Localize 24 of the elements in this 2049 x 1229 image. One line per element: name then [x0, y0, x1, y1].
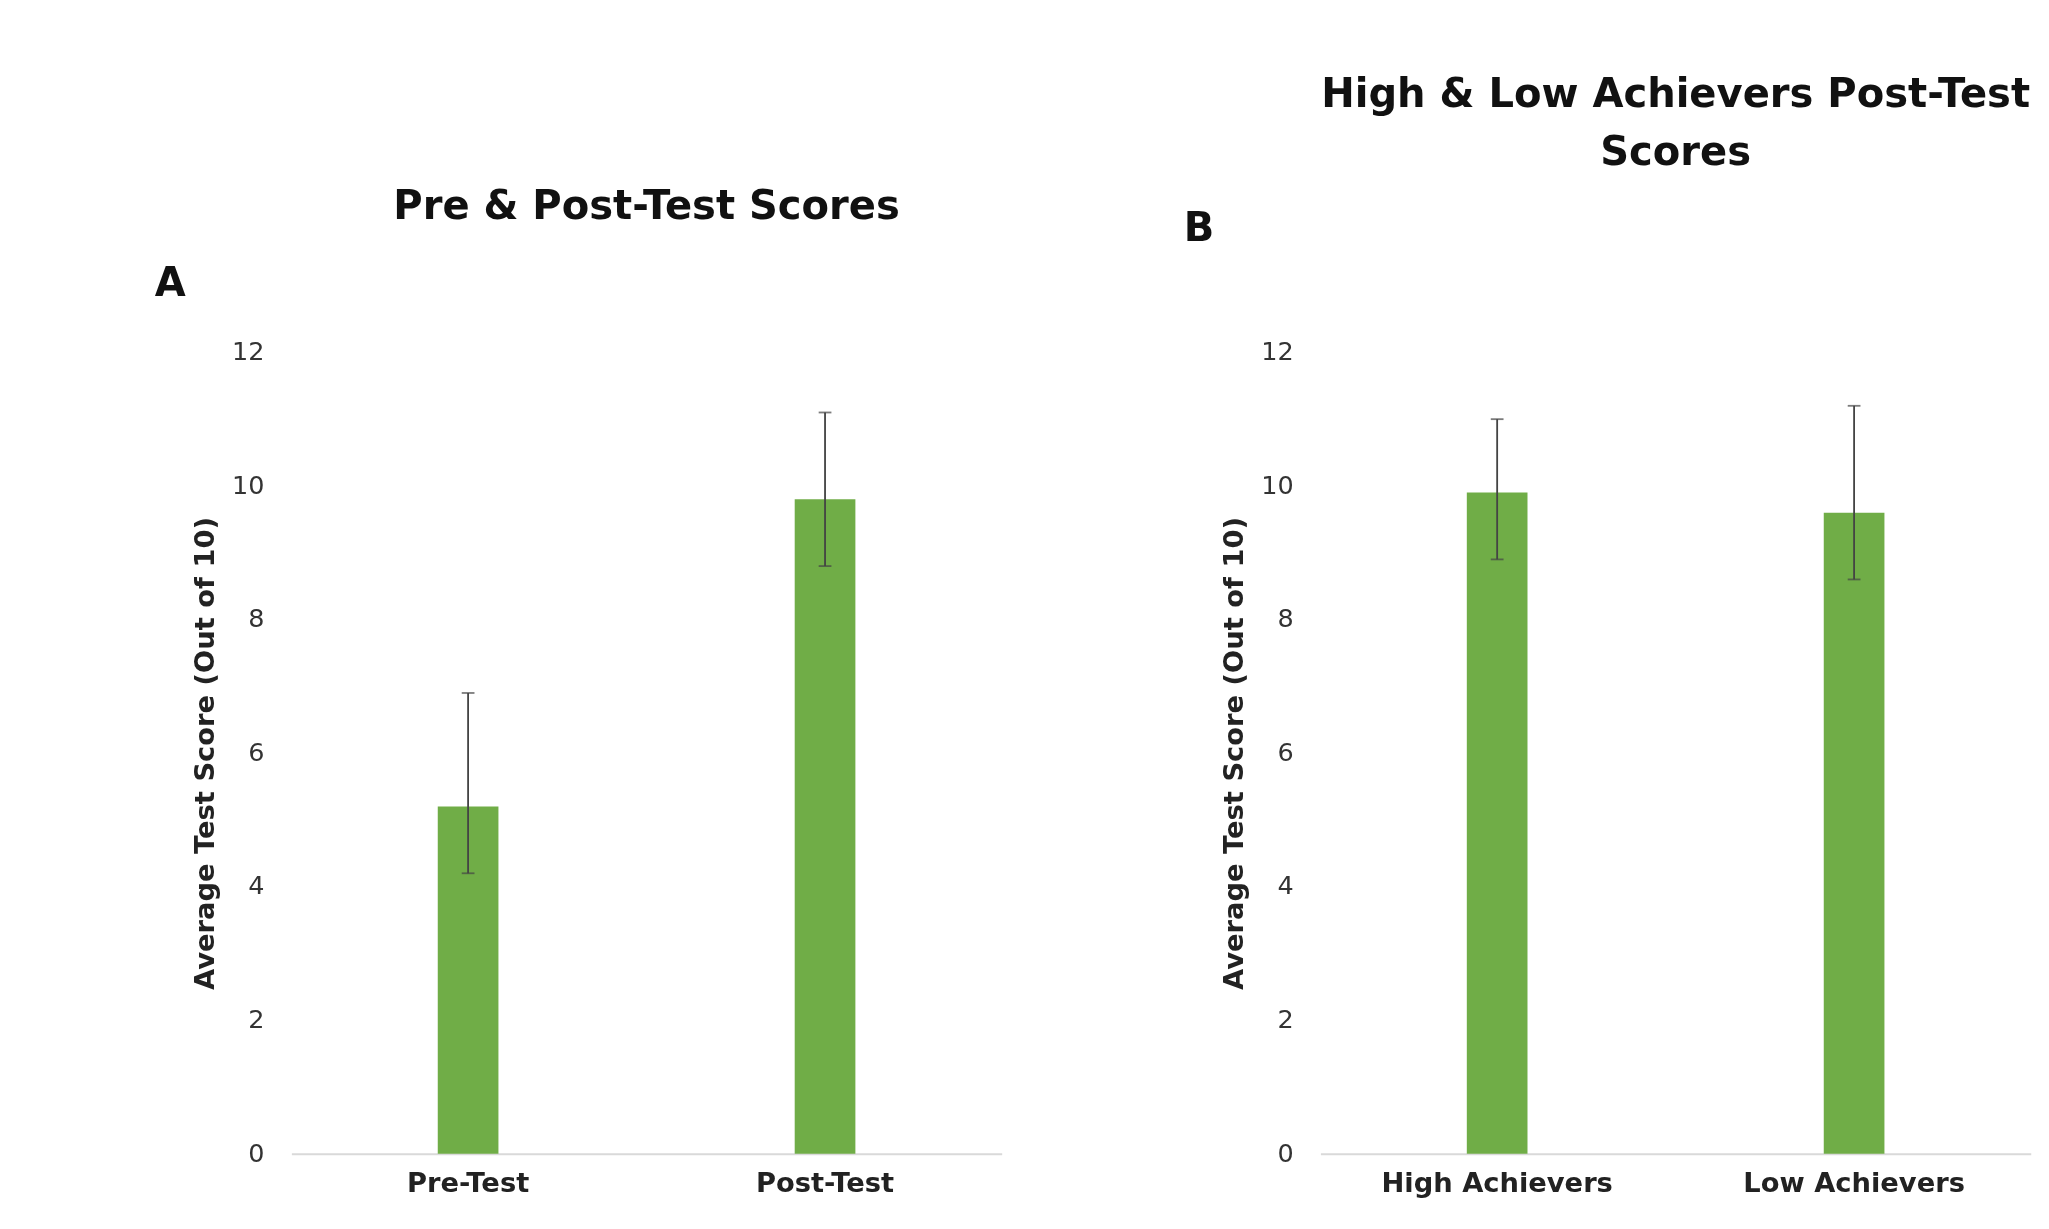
y-axis-title: Average Test Score (Out of 10) [1217, 517, 1249, 990]
y-tick-label: 2 [248, 1003, 265, 1034]
y-axis-title: Average Test Score (Out of 10) [188, 517, 220, 990]
y-tick-label: 10 [232, 469, 265, 500]
y-tick-label: 8 [1277, 603, 1294, 634]
y-tick-label: 6 [248, 736, 265, 767]
y-tick-label: 12 [1261, 336, 1294, 367]
y-tick-label: 8 [248, 603, 265, 634]
x-tick-label: Post-Test [755, 1167, 895, 1199]
y-tick-label: 4 [1277, 870, 1294, 901]
y-tick-label: 12 [232, 336, 265, 367]
text: A [154, 258, 186, 305]
y-tick-label: 10 [1261, 469, 1294, 500]
x-tick-label: Low Achievers [1743, 1167, 1965, 1199]
y-tick-label: 6 [1277, 736, 1294, 767]
chart-title: Pre & Post-Test Scores [393, 182, 900, 229]
y-tick-label: 4 [248, 870, 265, 901]
text: B [1183, 204, 1215, 251]
x-tick-label: High Achievers [1381, 1167, 1613, 1199]
y-tick-label: 2 [1277, 1003, 1294, 1034]
y-tick-label: 0 [1277, 1137, 1294, 1168]
y-tick-label: 0 [248, 1137, 265, 1168]
chart-title: High & Low Achievers Post-Test Scores [1321, 69, 2031, 174]
x-tick-label: Pre-Test [407, 1167, 530, 1199]
